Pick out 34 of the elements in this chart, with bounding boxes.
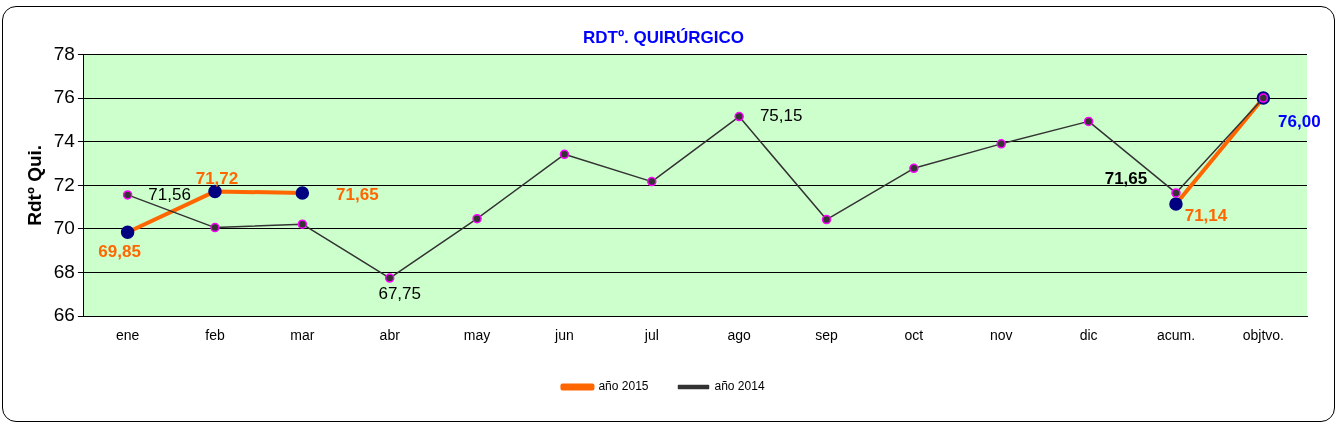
x-tick-label: nov — [989, 327, 1013, 344]
x-tick-label: objtvo. — [1242, 327, 1284, 344]
x-tick-label: acum. — [1156, 327, 1196, 344]
chart-title: RDTº. QUIRÚRGICO — [582, 27, 745, 47]
data-label: 75,15 — [759, 106, 803, 126]
data-label: 71,56 — [148, 184, 191, 204]
annotation: 76,00 — [1278, 111, 1321, 131]
data-label: 71,72 — [195, 169, 239, 189]
x-tick-label: mar — [290, 327, 315, 344]
data-label: 71,14 — [1184, 205, 1228, 225]
y-tick-label: 74 — [53, 129, 76, 151]
y-tick-label: 70 — [53, 217, 75, 239]
x-tick-label: may — [463, 327, 491, 344]
legend-label: año 2014 — [714, 379, 765, 394]
legend-label: año 2015 — [598, 379, 649, 394]
y-tick-label: 72 — [53, 173, 75, 195]
x-tick-label: dic — [1079, 327, 1098, 344]
data-label: 67,75 — [378, 283, 421, 303]
x-tick-label: sep — [815, 327, 839, 344]
y-tick-label: 68 — [53, 260, 75, 282]
x-tick-label: abr — [379, 327, 401, 344]
x-tick-label: oct — [904, 327, 924, 344]
x-tick-label: feb — [205, 327, 225, 344]
y-tick-label: 76 — [53, 86, 75, 108]
data-label: 69,85 — [98, 241, 141, 261]
y-axis-title: Rdtº Qui. — [23, 144, 45, 226]
data-label: 71,65 — [336, 184, 379, 204]
x-tick-label: jun — [554, 327, 574, 344]
y-tick-label: 66 — [53, 304, 75, 326]
data-label: 71,65 — [1104, 168, 1148, 188]
x-tick-label: jul — [643, 327, 659, 344]
x-tick-label: ene — [115, 327, 140, 344]
x-tick-label: ago — [727, 327, 752, 344]
y-tick-label: 78 — [53, 42, 75, 64]
